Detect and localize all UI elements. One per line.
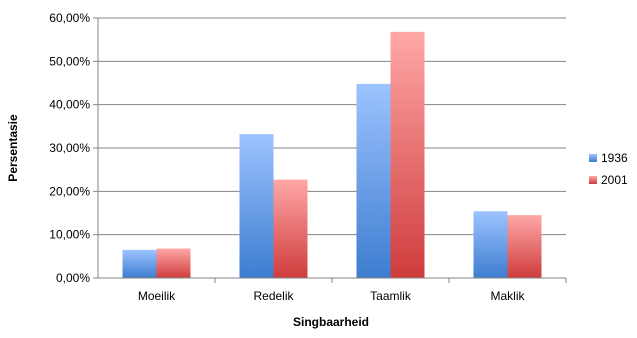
x-tick-label: Taamlik: [370, 289, 412, 303]
y-tick-label: 40,00%: [49, 98, 90, 112]
bar-1936-redelik: [239, 134, 274, 278]
legend-label-1936: 1936: [601, 151, 628, 165]
legend-swatch-1936: [589, 154, 597, 162]
bars: [122, 31, 542, 278]
y-tick-label: 20,00%: [49, 184, 90, 198]
bar-2001-redelik: [273, 179, 308, 278]
legend-swatch-2001: [589, 176, 597, 184]
x-axis-title: Singbaarheid: [293, 315, 369, 329]
bar-1936-moeilik: [122, 249, 157, 278]
legend-label-2001: 2001: [601, 173, 628, 187]
axes: [93, 17, 567, 283]
gridlines: [98, 17, 566, 236]
y-tick-label: 0,00%: [56, 271, 90, 285]
y-tick-label: 50,00%: [49, 54, 90, 68]
y-tick-label: 60,00%: [49, 11, 90, 25]
y-tick-labels: 0,00% 10,00% 20,00% 30,00% 40,00% 50,00% 60,00…: [49, 11, 90, 285]
x-tick-label: Maklik: [490, 289, 525, 303]
bar-2001-maklik: [507, 215, 542, 278]
y-axis-title: Persentasie: [6, 114, 20, 182]
y-tick-label: 30,00%: [49, 141, 90, 155]
bar-2001-taamlik: [390, 31, 425, 278]
bar-1936-taamlik: [356, 83, 391, 278]
x-tick-label: Redelik: [253, 289, 294, 303]
x-tick-labels: Moeilik Redelik Taamlik Maklik: [138, 289, 526, 303]
bar-2001-moeilik: [156, 248, 191, 278]
legend: 1936 2001: [589, 151, 628, 187]
y-tick-label: 10,00%: [49, 228, 90, 242]
x-tick-label: Moeilik: [138, 289, 176, 303]
bar-1936-maklik: [473, 211, 508, 278]
